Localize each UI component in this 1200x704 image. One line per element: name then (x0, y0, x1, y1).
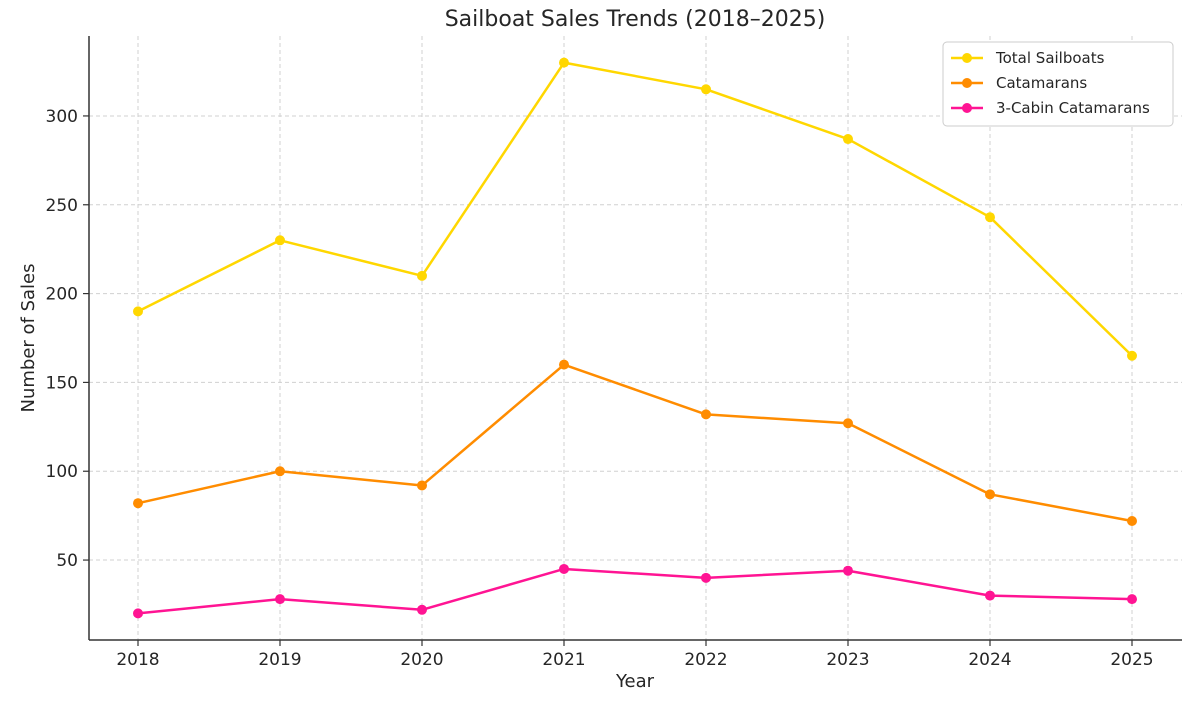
legend-box (942, 41, 1174, 127)
data-point (1127, 350, 1137, 361)
x-tick-label: 2018 (116, 650, 159, 670)
x-axis-label: Year (615, 671, 655, 692)
legend-label: Total Sailboats (995, 49, 1105, 67)
data-point (843, 565, 853, 576)
series-line (137, 61, 1133, 357)
data-point (843, 418, 853, 429)
data-point (701, 84, 711, 95)
series-group (133, 359, 1137, 526)
data-point (275, 594, 285, 605)
data-point (275, 235, 285, 246)
data-point (417, 480, 427, 491)
data-point (559, 563, 569, 574)
y-tick-label: 50 (56, 551, 78, 571)
y-axis-label: Number of Sales (18, 263, 39, 412)
data-point (417, 604, 427, 615)
legend-marker (962, 53, 972, 63)
data-point (701, 572, 711, 583)
data-point (559, 57, 569, 68)
series-group (133, 563, 1137, 619)
x-tick-label: 2023 (826, 650, 869, 670)
ticks: 2018 2019 2020 2021 2022 2023 2024 2025 50 100 150… (46, 107, 1154, 670)
data-point (985, 212, 995, 223)
x-tick-label: 2021 (542, 650, 585, 670)
legend-marker (962, 78, 972, 88)
legend-label: 3-Cabin Catamarans (996, 99, 1150, 117)
data-point (1127, 515, 1137, 526)
legend: Total Sailboats Catamarans 3-Cabin Catamar… (942, 41, 1174, 127)
axes (88, 36, 1182, 641)
data-point (417, 270, 427, 281)
data-point (275, 466, 285, 477)
x-tick-label: 2025 (1110, 650, 1153, 670)
x-tick-label: 2020 (400, 650, 443, 670)
y-tick-label: 250 (46, 196, 78, 216)
x-tick-label: 2024 (968, 650, 1011, 670)
series-line (137, 363, 1133, 523)
data-point (985, 489, 995, 500)
x-tick-label: 2019 (258, 650, 301, 670)
y-tick-label: 100 (46, 462, 78, 482)
series-lines (133, 57, 1137, 619)
data-point (843, 134, 853, 145)
data-point (133, 608, 143, 619)
x-tick-label: 2022 (684, 650, 727, 670)
data-point (985, 590, 995, 601)
legend-marker (962, 103, 972, 113)
data-point (1127, 594, 1137, 605)
y-tick-label: 150 (46, 373, 78, 393)
data-point (701, 409, 711, 420)
data-point (133, 306, 143, 317)
grid (89, 36, 1182, 640)
series-group (133, 57, 1137, 361)
y-tick-label: 200 (46, 285, 78, 305)
legend-label: Catamarans (996, 74, 1087, 92)
series-line (137, 567, 1133, 615)
data-point (133, 498, 143, 509)
y-tick-label: 300 (46, 107, 78, 127)
data-point (559, 359, 569, 370)
chart-title: Sailboat Sales Trends (2018–2025) (445, 7, 826, 32)
